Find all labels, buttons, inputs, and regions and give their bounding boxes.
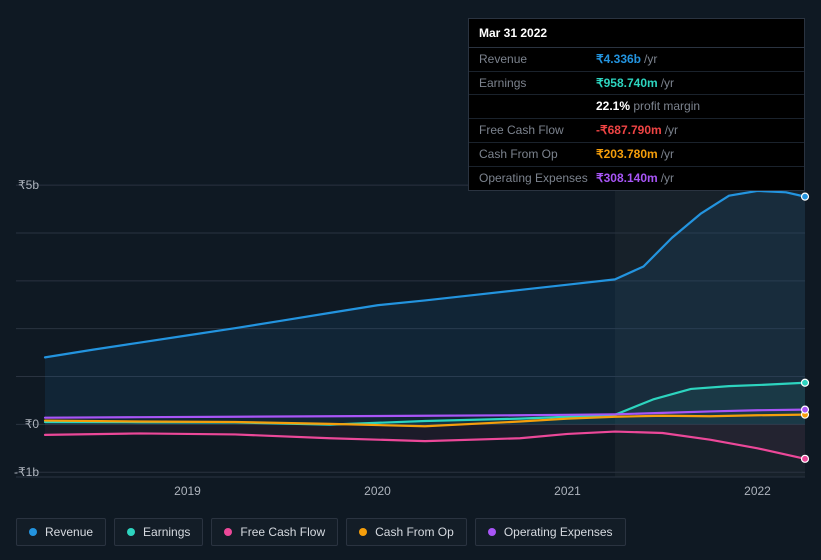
tooltip-row: Revenue₹4.336b/yr	[469, 48, 804, 72]
legend-dot-icon	[224, 528, 232, 536]
tooltip-metric-unit: /yr	[661, 147, 674, 161]
tooltip-metric-unit: /yr	[665, 123, 678, 137]
tooltip-metric-label: Free Cash Flow	[479, 122, 596, 139]
tooltip-metric-value: -₹687.790m	[596, 123, 662, 137]
legend-item-fcf[interactable]: Free Cash Flow	[211, 518, 338, 546]
x-axis-label: 2021	[554, 484, 581, 498]
tooltip-metric-label: Operating Expenses	[479, 170, 596, 187]
y-axis-label: ₹5b	[18, 178, 39, 192]
legend-label: Cash From Op	[375, 525, 454, 539]
legend-item-opex[interactable]: Operating Expenses	[475, 518, 626, 546]
tooltip-row: Cash From Op₹203.780m/yr	[469, 143, 804, 167]
legend-label: Earnings	[143, 525, 190, 539]
tooltip-submetric-text: profit margin	[630, 99, 700, 113]
tooltip-subrow: 22.1% profit margin	[469, 95, 804, 119]
x-axis-label: 2022	[744, 484, 771, 498]
legend-dot-icon	[29, 528, 37, 536]
tooltip-metric-value: ₹203.780m	[596, 147, 658, 161]
tooltip-date: Mar 31 2022	[469, 19, 804, 48]
tooltip-metric-label: Cash From Op	[479, 146, 596, 163]
legend-item-revenue[interactable]: Revenue	[16, 518, 106, 546]
x-axis-label: 2020	[364, 484, 391, 498]
tooltip-metric-label: Earnings	[479, 75, 596, 92]
tooltip-row: Operating Expenses₹308.140m/yr	[469, 167, 804, 190]
tooltip-metric-value: ₹308.140m	[596, 171, 658, 185]
tooltip-row: Free Cash Flow-₹687.790m/yr	[469, 119, 804, 143]
chart-legend: Revenue Earnings Free Cash Flow Cash From O…	[16, 518, 626, 546]
legend-item-cfo[interactable]: Cash From Op	[346, 518, 467, 546]
y-axis-label: -₹1b	[14, 465, 39, 479]
tooltip-metric-value: ₹4.336b	[596, 52, 641, 66]
financial-chart: Mar 31 2022 Revenue₹4.336b/yrEarnings₹95…	[0, 0, 821, 560]
legend-dot-icon	[488, 528, 496, 536]
tooltip-metric-value: ₹958.740m	[596, 76, 658, 90]
tooltip-metric-unit: /yr	[661, 76, 674, 90]
tooltip-submetric-value: 22.1%	[596, 99, 630, 113]
x-axis-label: 2019	[174, 484, 201, 498]
tooltip-metric-unit: /yr	[661, 171, 674, 185]
hover-tooltip: Mar 31 2022 Revenue₹4.336b/yrEarnings₹95…	[468, 18, 805, 191]
legend-dot-icon	[127, 528, 135, 536]
tooltip-metric-unit: /yr	[644, 52, 657, 66]
tooltip-metric-label: Revenue	[479, 51, 596, 68]
legend-item-earnings[interactable]: Earnings	[114, 518, 203, 546]
legend-label: Free Cash Flow	[240, 525, 325, 539]
legend-label: Operating Expenses	[504, 525, 613, 539]
legend-label: Revenue	[45, 525, 93, 539]
legend-dot-icon	[359, 528, 367, 536]
y-axis-label: ₹0	[25, 417, 39, 431]
tooltip-row: Earnings₹958.740m/yr	[469, 72, 804, 96]
